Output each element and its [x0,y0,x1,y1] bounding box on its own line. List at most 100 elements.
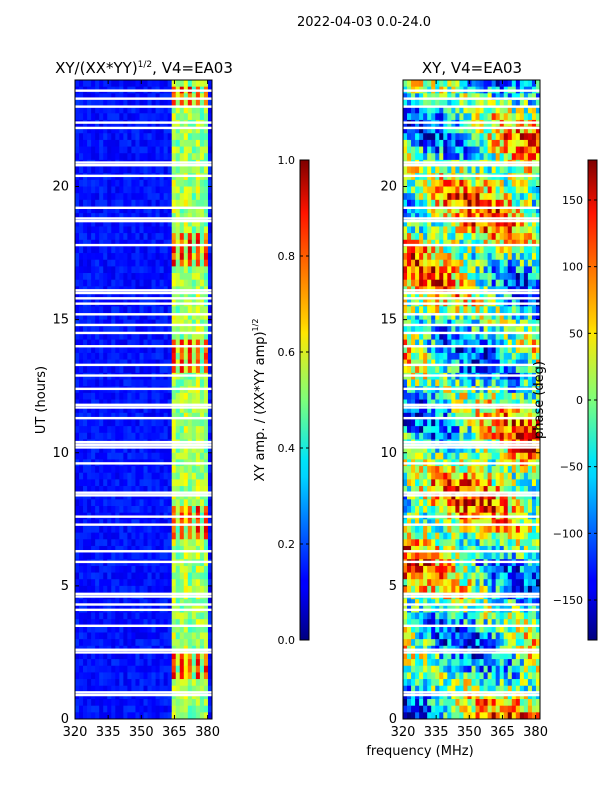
heatmap-cell [91,146,96,154]
heatmap-cell [155,312,161,321]
heatmap-cell [455,705,460,713]
heatmap-cell [435,259,440,267]
heatmap-cell [167,479,173,487]
heatmap-cell [439,93,444,101]
heatmap-cell [139,293,144,301]
heatmap-cell [95,273,100,281]
heatmap-cell [75,206,80,214]
heatmap-cell [467,193,472,201]
heatmap-cell [139,166,144,174]
heatmap-cell [435,392,440,400]
heatmap-cell [203,632,209,640]
heatmap-cell [139,226,144,234]
heatmap-cell [463,239,468,247]
heatmap-cell [199,126,205,134]
heatmap-cell [75,346,80,354]
flagged-row [75,217,212,220]
heatmap-cell [143,599,148,607]
heatmap-cell [419,379,424,387]
heatmap-cell [187,392,193,400]
heatmap-cell [103,486,108,494]
heatmap-cell [191,412,197,420]
heatmap-cell [427,412,432,420]
heatmap-cell [179,665,185,673]
heatmap-cell [447,632,452,640]
heatmap-cell [175,166,181,174]
heatmap-cell [171,146,177,154]
amplitude-y-axis-label: UT (hours) [34,366,49,434]
heatmap-cell [431,599,436,607]
heatmap-cell [151,352,156,360]
heatmap-cell [439,146,444,154]
heatmap-cell [91,479,96,487]
heatmap-cell [155,253,161,261]
heatmap-cell [99,346,104,354]
heatmap-cell [131,379,136,387]
heatmap-cell [439,80,444,88]
heatmap-cell [419,206,424,214]
heatmap-cell [439,153,444,161]
colorbar-tick-label: 0.2 [278,538,296,551]
heatmap-cell [163,259,169,267]
heatmap-cell [431,106,436,114]
heatmap-cell [83,619,88,627]
heatmap-cell [199,193,205,201]
heatmap-cell [183,665,189,673]
heatmap-cell [167,186,173,194]
heatmap-cell [147,552,152,560]
heatmap-cell [183,486,189,494]
heatmap-cell [99,599,104,607]
heatmap-cell [159,93,165,101]
heatmap-cell [175,246,181,254]
heatmap-cell [411,672,416,680]
heatmap-cell [175,153,181,161]
heatmap-cell [135,519,140,527]
heatmap-cell [135,219,140,227]
flagged-row [75,651,212,654]
heatmap-cell [207,193,213,201]
heatmap-cell [75,419,80,427]
heatmap-cell [175,486,181,494]
heatmap-cell [131,639,136,647]
heatmap-cell [415,419,420,427]
heatmap-cell [443,525,448,534]
heatmap-cell [175,672,181,680]
heatmap-cell [163,80,169,88]
heatmap-cell [127,406,132,414]
heatmap-cell [451,499,456,507]
heatmap-cell [207,226,213,234]
heatmap-cell [419,632,424,640]
heatmap-cell [175,306,181,314]
heatmap-cell [407,519,412,527]
heatmap-cell [119,399,124,407]
heatmap-cell [455,506,460,514]
heatmap-cell [403,506,408,514]
heatmap-cell [75,552,80,560]
heatmap-cell [171,506,177,514]
heatmap-cell [131,319,136,327]
heatmap-cell [199,153,205,161]
heatmap-cell [163,539,169,547]
heatmap-cell [139,239,144,247]
heatmap-cell [411,659,416,667]
heatmap-cell [415,486,420,494]
heatmap-cell [179,199,185,207]
heatmap-cell [155,486,161,494]
heatmap-cell [467,612,472,620]
heatmap-cell [191,126,197,134]
heatmap-cell [79,525,84,534]
heatmap-cell [147,266,152,274]
heatmap-cell [439,233,444,241]
heatmap-cell [131,406,136,414]
heatmap-cell [139,392,144,400]
heatmap-cell [451,153,456,161]
heatmap-cell [115,519,120,527]
heatmap-cell [207,233,213,241]
heatmap-cell [419,332,424,340]
heatmap-cell [79,432,84,440]
heatmap-cell [135,705,140,713]
heatmap-cell [435,153,440,161]
heatmap-cell [459,672,464,680]
heatmap-cell [171,332,177,340]
heatmap-cell [183,545,189,553]
